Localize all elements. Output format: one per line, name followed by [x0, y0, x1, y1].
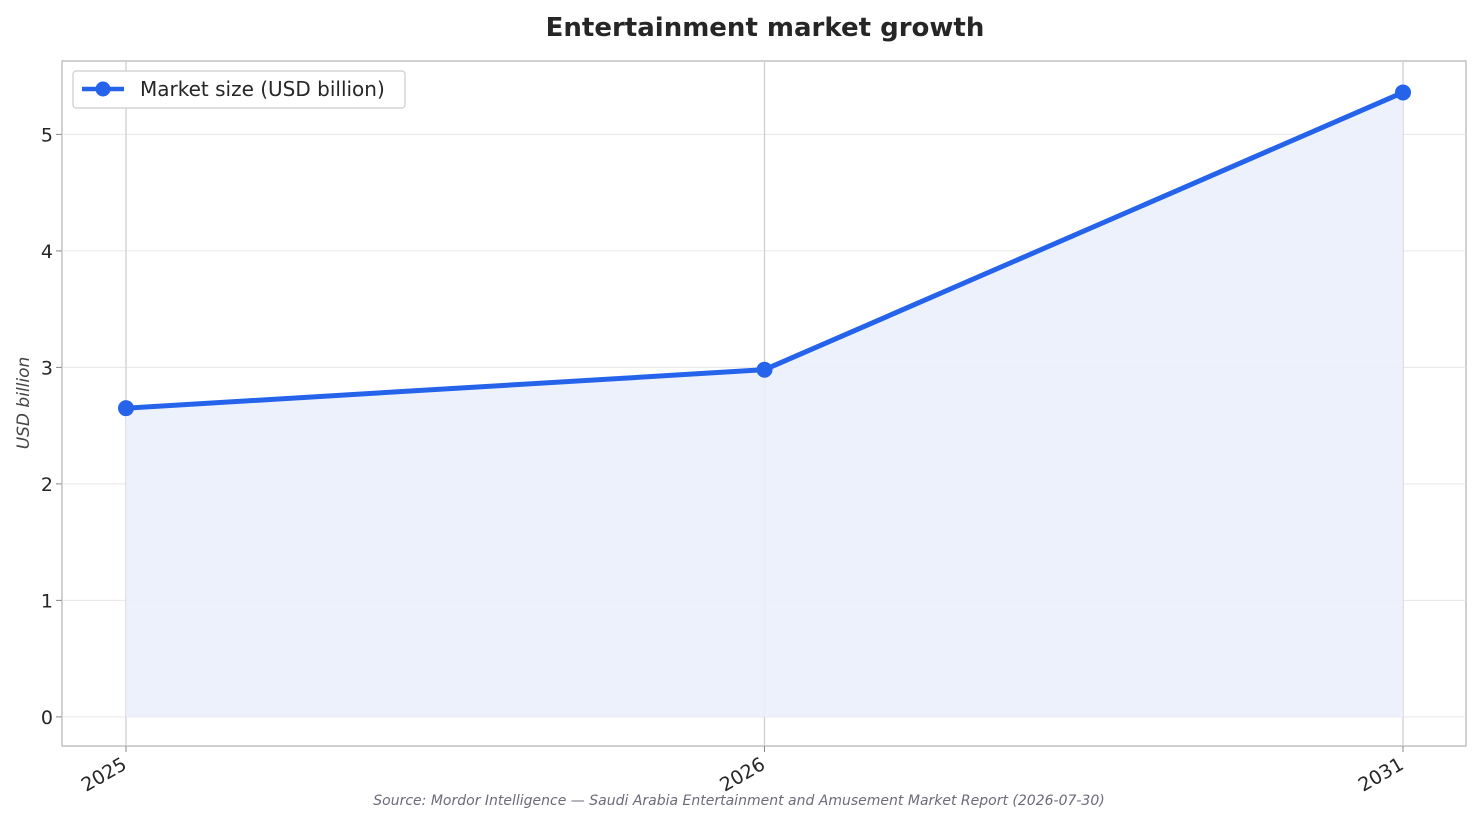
x-tick-label: 2025: [78, 753, 131, 796]
x-tick-label: 2026: [716, 753, 769, 796]
legend-marker-swatch: [95, 81, 111, 97]
area-layer: [126, 92, 1403, 717]
area-fill: [126, 92, 1403, 717]
y-tick-label: 4: [41, 241, 53, 263]
x-axis: 2025 2026 2031: [78, 746, 1408, 797]
legend-label: Market size (USD billion): [140, 77, 385, 101]
point-layer: [118, 84, 1411, 417]
y-tick-label: 3: [41, 357, 53, 379]
data-point: [756, 361, 773, 378]
source-note: Source: Mordor Intelligence — Saudi Arab…: [373, 793, 1104, 809]
y-axis-label: USD billion: [14, 357, 34, 450]
chart-title: Entertainment market growth: [546, 13, 985, 43]
y-axis: 0 1 2 3 4 5: [41, 124, 62, 729]
y-tick-label: 5: [41, 124, 53, 146]
legend: Market size (USD billion): [72, 70, 406, 109]
y-tick-label: 1: [41, 590, 53, 612]
y-tick-label: 0: [41, 707, 53, 729]
legend-box: [72, 70, 406, 109]
data-point: [118, 400, 134, 417]
data-point: [1395, 84, 1411, 101]
y-tick-label: 2: [41, 474, 53, 496]
x-tick-label: 2031: [1355, 753, 1408, 796]
